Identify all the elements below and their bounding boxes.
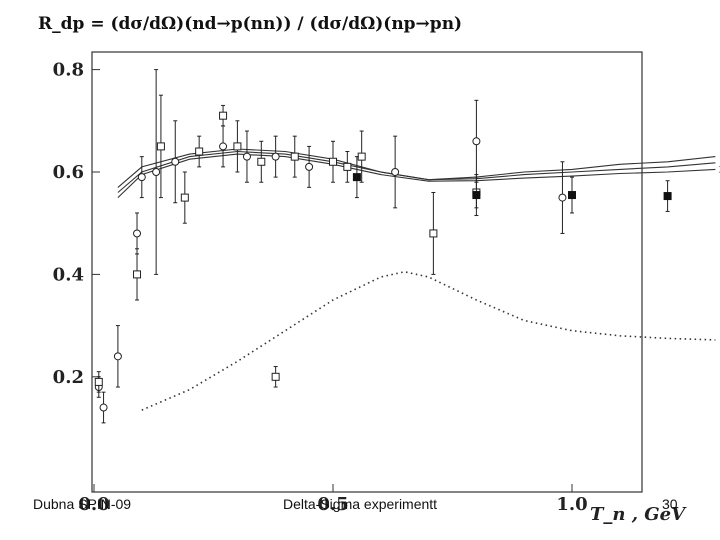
data-point-open-square xyxy=(233,142,242,151)
data-point-open-square xyxy=(357,152,366,161)
data-point-open-circle xyxy=(99,403,108,412)
curve-dotted xyxy=(141,270,716,411)
data-point-open-circle xyxy=(133,229,142,238)
data-point-open-square xyxy=(290,152,299,161)
data-point-open-square xyxy=(156,142,165,151)
data-point-open-circle xyxy=(137,173,146,182)
y-tick-label-3: 0.8 xyxy=(53,60,84,81)
data-point-open-circle xyxy=(391,168,400,176)
data-point-open-circle xyxy=(271,152,280,161)
data-point-open-square xyxy=(343,162,352,171)
data-point-filled-square xyxy=(663,192,672,201)
data-point-open-circle xyxy=(152,168,161,176)
data-point-open-circle xyxy=(171,157,180,166)
curve-3 xyxy=(117,153,716,198)
curve-2 xyxy=(117,150,716,193)
data-point-open-square xyxy=(219,111,228,120)
chart-title: R_dp = (dσ/dΩ)(nd→p(nn)) / (dσ/dΩ)(np→pn… xyxy=(38,14,598,44)
data-point-filled-square xyxy=(472,191,481,200)
x-tick-label-1: 0.5 xyxy=(317,494,348,515)
data-point-open-circle xyxy=(242,152,251,161)
data-point-open-circle xyxy=(558,193,567,202)
footer-left: Dubna SPIN-09 xyxy=(33,496,132,512)
y-tick-label-0: 0.2 xyxy=(53,367,84,388)
x-tick-label-0: 0.0 xyxy=(78,494,109,515)
data-point-open-square xyxy=(271,372,280,381)
data-point-open-square xyxy=(94,377,103,386)
data-point-open-square xyxy=(133,270,142,279)
data-point-open-square xyxy=(329,157,337,166)
page-number: 30 xyxy=(662,496,678,512)
data-point-open-circle xyxy=(305,162,314,171)
plot-frame xyxy=(91,51,643,493)
data-point-open-square xyxy=(429,229,438,238)
data-point-open-circle xyxy=(113,352,122,361)
data-point-filled-square xyxy=(352,173,361,182)
y-tick-label-2: 0.6 xyxy=(53,162,84,183)
data-point-open-square xyxy=(257,157,266,166)
x-tick-label-2: 1.0 xyxy=(556,494,587,515)
y-tick-label-1: 0.4 xyxy=(53,264,84,285)
data-point-open-circle xyxy=(219,142,228,151)
data-point-filled-square xyxy=(568,191,576,200)
curve-label-2: 2 xyxy=(718,156,720,170)
data-point-open-circle xyxy=(472,137,481,146)
x-axis-title: T_n , GeV xyxy=(590,504,687,525)
chart-title-text: R_dp = (dσ/dΩ)(nd→p(nn)) / (dσ/dΩ)(np→pn… xyxy=(38,14,463,34)
data-point-open-square xyxy=(180,193,189,202)
footer-center: Delta-Sigma experimentt xyxy=(283,496,438,512)
data-point-open-square xyxy=(195,147,204,156)
